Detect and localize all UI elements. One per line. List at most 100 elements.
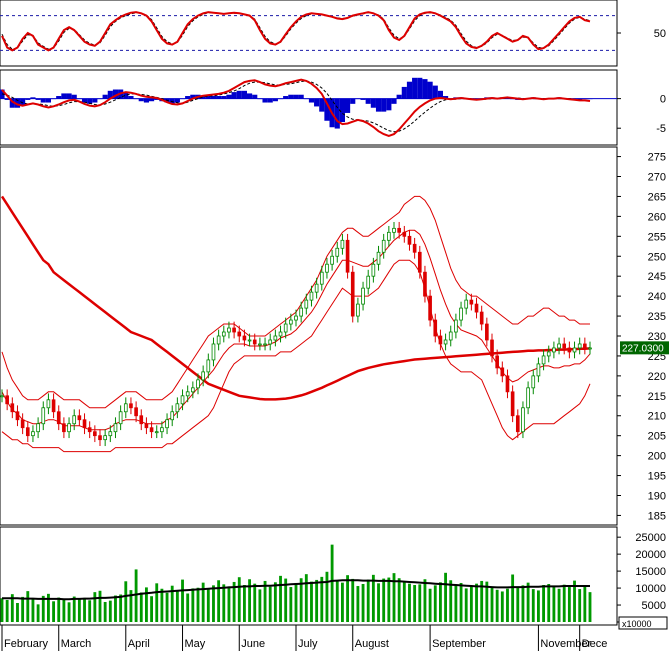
candle-down [242, 335, 247, 341]
volume-bar [413, 585, 417, 622]
candle-down [505, 375, 510, 393]
candle-up [521, 407, 525, 433]
volume-bar [495, 589, 499, 622]
candle-up [454, 319, 458, 333]
volume-bar [299, 578, 303, 622]
candle-up [175, 403, 180, 413]
x-tick-label: August [355, 638, 389, 650]
volume-bar [26, 591, 30, 622]
macd-histogram-bar [205, 96, 211, 99]
volume-bar [41, 595, 45, 622]
panel-frames [0, 0, 618, 626]
candle-up [103, 435, 107, 441]
macd-histogram-bar [128, 96, 134, 99]
volume-bar [186, 593, 190, 622]
macd-histogram-bar [92, 98, 98, 103]
volume-bar [227, 586, 231, 622]
candle-down [10, 403, 15, 413]
price-tick-label: 270 [648, 172, 666, 184]
volume-bar [511, 574, 515, 622]
macd-histogram-bar [443, 96, 449, 99]
candle-up [185, 391, 190, 397]
candle-down [350, 271, 355, 317]
price-tick-label: 255 [648, 231, 666, 243]
volume-bar [5, 599, 9, 622]
price-tick-label: 275 [648, 152, 666, 164]
volume-bar [139, 592, 143, 622]
candle-down [397, 227, 401, 233]
candle-up [366, 275, 371, 289]
macd-histogram-bar [210, 96, 217, 99]
volume-bar [387, 577, 391, 622]
volume-bar [320, 576, 324, 622]
price-tick-label: 185 [648, 510, 666, 522]
macd-histogram-bar [107, 90, 113, 99]
volume-bar [119, 594, 123, 622]
macd-histogram-bar [381, 98, 387, 112]
price-tick-label: 220 [648, 371, 666, 383]
candle-up [283, 323, 288, 333]
macd-histogram-bar [81, 98, 88, 103]
volume-bar [93, 592, 97, 622]
volume-bar [98, 590, 102, 622]
candle-down [428, 295, 432, 321]
candle-up [180, 395, 185, 405]
macd-histogram-bar [231, 92, 237, 99]
volume-bar [83, 597, 86, 622]
candle-down [583, 343, 587, 349]
macd-histogram-bar [185, 96, 191, 99]
price-tick-label: 230 [648, 331, 666, 343]
volume-bar [88, 600, 92, 622]
candle-up [108, 431, 113, 437]
volume-bar [191, 588, 195, 622]
macd-histogram-bar [35, 98, 41, 100]
candle-down [20, 419, 25, 429]
candle-up [206, 359, 211, 373]
volume-bar [469, 586, 473, 622]
candle-down [139, 415, 144, 425]
macd-histogram-bar [154, 98, 160, 100]
volume-panel [0, 526, 618, 626]
price-tick-label: 245 [648, 271, 666, 283]
volume-moving-average-line [2, 579, 590, 601]
volume-bar [578, 589, 582, 622]
macd-histogram-bar [308, 98, 315, 103]
volume-bar [433, 585, 437, 622]
volume-bar [16, 603, 19, 622]
volume-bar [454, 585, 458, 622]
macd-histogram-bar [437, 90, 443, 99]
volume-bar [284, 578, 288, 622]
volume-bar [134, 569, 138, 622]
volume-bar [145, 587, 148, 622]
volume-bar [537, 590, 540, 622]
volume-bar [557, 588, 561, 622]
candle-up [36, 423, 40, 433]
volume-bar [506, 588, 509, 622]
volume-bar [351, 578, 355, 622]
candle-up [247, 339, 252, 342]
candle-down [515, 415, 520, 433]
macd-histogram-bar [221, 96, 227, 99]
candle-up [335, 247, 340, 257]
candle-up [459, 307, 463, 321]
macd-histogram-bar [391, 98, 397, 104]
candle-up [325, 263, 329, 273]
volume-bar [232, 581, 236, 622]
candle-up [221, 331, 226, 337]
volume-bar [423, 579, 427, 622]
volume-bar [222, 584, 226, 622]
volume-bar [72, 596, 76, 622]
candle-up [552, 347, 556, 353]
volume-bar [521, 585, 525, 622]
volume-bar [181, 579, 184, 622]
candle-up [371, 263, 376, 277]
candle-up [67, 423, 71, 433]
volume-bar [273, 582, 277, 622]
candle-down [62, 423, 66, 433]
macd-histogram-bar [216, 96, 222, 99]
candle-down [417, 251, 422, 273]
candle-up [546, 351, 551, 357]
candle-up [314, 283, 319, 293]
